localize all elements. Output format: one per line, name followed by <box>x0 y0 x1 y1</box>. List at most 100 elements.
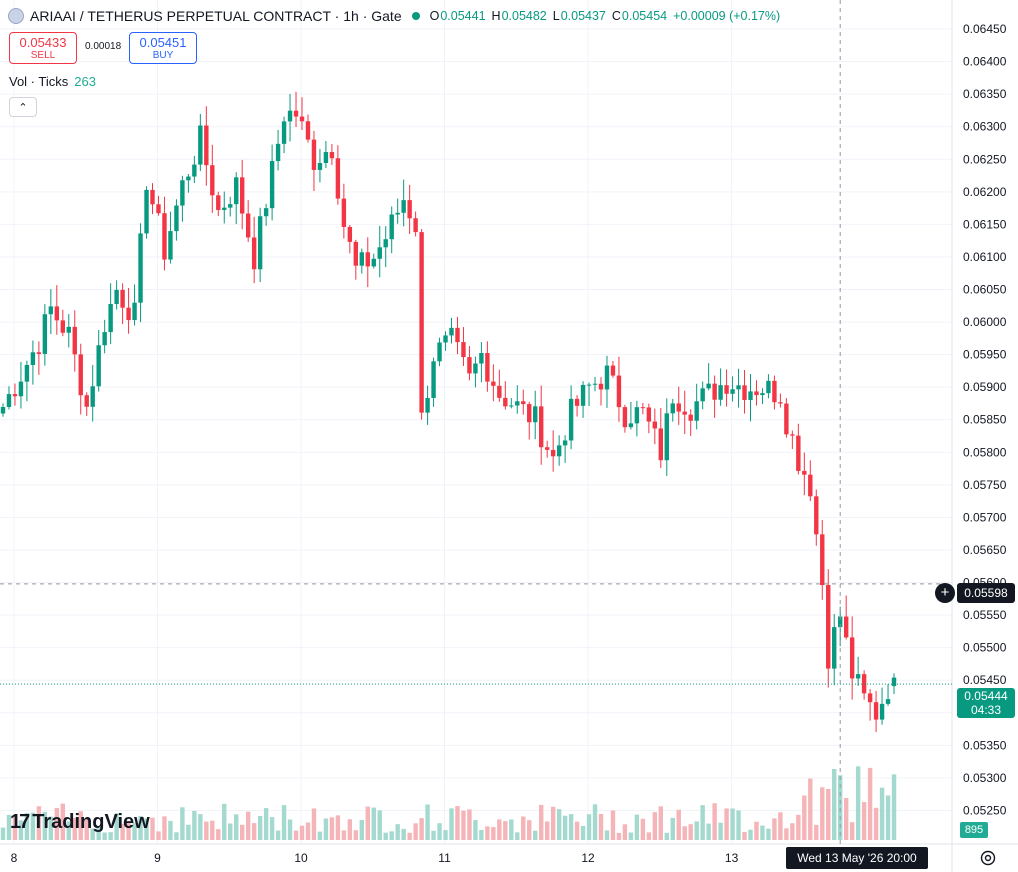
candle-body <box>96 345 101 387</box>
candle-body <box>210 165 215 196</box>
candle-body <box>240 177 245 214</box>
sell-button[interactable]: 0.05433 SELL <box>9 32 77 64</box>
volume-bar <box>407 832 412 840</box>
candle-body <box>778 402 783 404</box>
candle-body <box>305 121 311 140</box>
candle-body <box>156 204 161 214</box>
volume-bar <box>371 807 376 840</box>
volume-bar <box>544 821 550 840</box>
volume-bar <box>891 774 897 840</box>
settings-gear-icon[interactable] <box>979 849 997 867</box>
candle-body <box>820 534 825 586</box>
volume-bar <box>646 832 652 840</box>
volume-bar <box>419 818 424 840</box>
tradingview-logo[interactable]: 17 TradingView <box>10 811 150 834</box>
candle-body <box>784 403 789 435</box>
candle-body <box>138 233 143 303</box>
volume-bar <box>867 767 873 840</box>
volume-bar <box>60 803 65 840</box>
volume-bar <box>521 816 526 840</box>
ohlc-low-key: L <box>552 9 560 23</box>
volume-bar <box>36 806 42 840</box>
volume-bar <box>843 797 849 840</box>
volume-bar <box>700 805 705 840</box>
time-tick-label: 9 <box>154 851 161 865</box>
candle-body <box>6 394 12 408</box>
volume-bar <box>383 832 388 840</box>
sell-label: SELL <box>30 50 56 61</box>
volume-bar <box>162 816 167 840</box>
volume-bar <box>359 820 364 840</box>
volume-bar <box>730 808 735 840</box>
candle-body <box>855 674 861 679</box>
volume-bar <box>138 815 143 840</box>
volume-bar <box>539 804 544 840</box>
price-tick-label: 0.05950 <box>963 348 1007 362</box>
candle-body <box>533 406 538 423</box>
candle-body <box>843 616 849 638</box>
candle-body <box>114 289 119 305</box>
candle-body <box>36 352 42 354</box>
candle-body <box>66 326 71 333</box>
price-tick-label: 0.06300 <box>963 120 1007 134</box>
volume-legend[interactable]: Vol · Ticks 263 <box>9 74 96 89</box>
candle-body <box>150 189 155 205</box>
volume-bar <box>192 810 197 840</box>
volume-bar <box>784 828 789 840</box>
volume-bar <box>12 816 18 840</box>
candle-body <box>712 383 717 400</box>
volume-bar <box>724 808 729 840</box>
symbol-title[interactable]: ARIAAI / TETHERUS PERPETUAL CONTRACT · 1… <box>30 8 402 24</box>
volume-bar <box>736 810 741 840</box>
collapse-legend-button[interactable]: ⌃ <box>9 97 37 117</box>
volume-bar <box>586 814 592 840</box>
candle-body <box>664 413 669 461</box>
volume-bar <box>425 804 430 840</box>
volume-bar <box>275 830 281 840</box>
price-tick-label: 0.05700 <box>963 510 1007 524</box>
add-alert-plus-icon[interactable]: + <box>935 583 955 603</box>
candle-body <box>144 189 149 234</box>
price-tick-label: 0.05850 <box>963 413 1007 427</box>
volume-bar <box>652 812 658 840</box>
candle-body <box>407 200 412 219</box>
candle-body <box>293 110 299 117</box>
volume-bar <box>855 766 861 840</box>
candle-body <box>251 237 257 270</box>
candle-body <box>556 445 562 457</box>
price-tick-label: 0.05500 <box>963 641 1007 655</box>
volume-bar <box>814 824 819 840</box>
candle-body <box>586 384 592 386</box>
market-status-dot-icon[interactable] <box>411 12 420 20</box>
candle-body <box>180 180 185 206</box>
volume-bar <box>353 830 359 840</box>
volume-bar <box>323 818 329 840</box>
volume-bar <box>455 806 460 840</box>
buy-button[interactable]: 0.05451 BUY <box>129 32 197 64</box>
candle-body <box>413 218 418 233</box>
volume-bar <box>84 819 89 840</box>
volume-bar <box>48 816 54 840</box>
candle-body <box>670 403 675 414</box>
volume-bar <box>449 808 454 840</box>
candle-body <box>431 361 436 398</box>
volume-bar <box>108 832 113 840</box>
volume-bar <box>222 803 227 840</box>
volume-bar <box>479 829 484 840</box>
volume-bar <box>772 818 777 840</box>
volume-bar <box>485 826 490 840</box>
candle-body <box>730 389 735 394</box>
candle-body <box>84 395 89 407</box>
candle-body <box>228 204 233 208</box>
volume-label: Vol · Ticks <box>9 74 69 89</box>
volume-bar <box>778 812 783 840</box>
volume-bar <box>712 803 717 840</box>
candle-body <box>646 407 652 422</box>
candle-body <box>748 391 753 400</box>
volume-bar <box>658 806 663 840</box>
volume-bar <box>598 813 604 840</box>
candle-body <box>198 125 203 165</box>
ohlc-open-value: 0.05441 <box>440 9 486 23</box>
candle-body <box>718 385 723 400</box>
